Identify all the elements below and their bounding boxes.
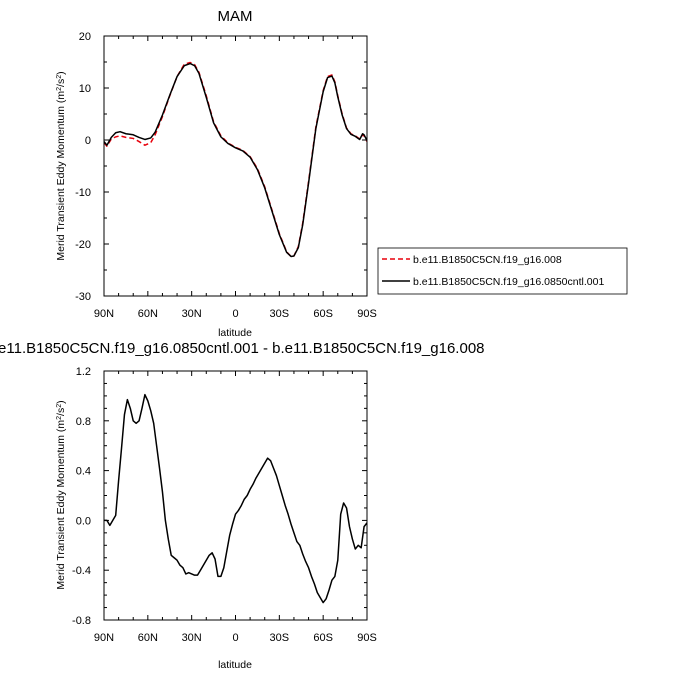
top-y-tick-label: 0 <box>85 135 91 147</box>
bottom-series-1-line <box>104 393 367 604</box>
bottom-y-axis-label: Merid Transient Eddy Momentum (m2/s2) <box>55 400 67 589</box>
top-series-1-line <box>104 61 367 258</box>
top-legend: b.e11.B1850C5CN.f19_g16.008 b.e11.B1850C… <box>377 247 628 295</box>
bottom-y-tick-label: -0.4 <box>72 565 91 577</box>
top-plot-frame <box>103 35 368 297</box>
bottom-plot-clip-group <box>104 393 367 604</box>
legend-box <box>377 247 628 295</box>
top-y-axis-label-main: Merid Transient Eddy Momentum (m <box>55 91 67 261</box>
top-x-tick-label: 30S <box>270 308 290 320</box>
top-plot-clip-group <box>104 61 367 258</box>
bottom-x-tick-label: 30N <box>182 632 202 644</box>
top-y-axis-label-end: ) <box>55 71 67 75</box>
bottom-x-axis: 90N 60N 30N 0 30S 60S 90S <box>94 371 377 644</box>
bottom-y-axis: -0.8 -0.4 0.0 0.4 0.8 1.2 <box>72 366 367 627</box>
bottom-y-tick-label: -0.8 <box>72 615 91 627</box>
top-series-layer <box>104 61 367 258</box>
top-y-axis-label: Merid Transient Eddy Momentum (m2/s2) <box>55 71 67 260</box>
bottom-panel: b.e11.B1850C5CN.f19_g16.0850cntl.001 - b… <box>0 340 484 671</box>
bottom-x-tick-label: 90S <box>357 632 377 644</box>
bottom-x-tick-label: 30S <box>270 632 290 644</box>
top-x-tick-label: 60S <box>313 308 333 320</box>
bottom-y-axis-label-sup2: 2 <box>56 404 63 408</box>
top-x-axis-label: latitude <box>218 327 252 339</box>
bottom-chart-title: b.e11.B1850C5CN.f19_g16.0850cntl.001 - b… <box>0 340 484 357</box>
bottom-series-layer <box>104 393 367 604</box>
top-y-tick-label: 20 <box>79 31 91 43</box>
top-chart-title: MAM <box>218 8 253 25</box>
bottom-y-axis-label-mid: /s <box>55 408 67 416</box>
top-x-tick-label: 90N <box>94 308 114 320</box>
top-x-tick-label: 0 <box>232 308 238 320</box>
top-y-tick-label: 10 <box>79 83 91 95</box>
top-x-tick-label: 90S <box>357 308 377 320</box>
bottom-y-tick-label: 1.2 <box>76 366 91 378</box>
top-y-axis-label-sup2: 2 <box>56 75 63 79</box>
top-y-tick-label: -10 <box>75 187 91 199</box>
bottom-y-tick-label: 0.0 <box>76 515 91 527</box>
top-x-tick-label: 60N <box>138 308 158 320</box>
top-y-axis-label-mid: /s <box>55 79 67 87</box>
top-y-axis: -30 -20 -10 0 10 20 <box>75 31 367 303</box>
top-y-axis-label-sup1: 2 <box>56 87 63 91</box>
bottom-x-tick-label: 60N <box>138 632 158 644</box>
bottom-y-axis-label-main: Merid Transient Eddy Momentum (m <box>55 420 67 590</box>
top-series-2-line <box>104 62 367 258</box>
bottom-y-axis-label-sup1: 2 <box>56 416 63 420</box>
top-x-tick-label: 30N <box>182 308 202 320</box>
legend-label-series-1: b.e11.B1850C5CN.f19_g16.008 <box>413 254 562 266</box>
top-x-axis: 90N 60N 30N 0 30S 60S 90S <box>94 36 377 320</box>
bottom-x-axis-label: latitude <box>218 659 252 671</box>
top-panel: MAM 90N 60N 30N 0 30S 60S 90S -30 -20 -10 0 10 20 l… <box>55 8 628 339</box>
legend-label-series-2: b.e11.B1850C5CN.f19_g16.0850cntl.001 <box>413 276 604 288</box>
bottom-y-tick-label: 0.4 <box>76 466 91 478</box>
bottom-x-tick-label: 60S <box>313 632 333 644</box>
top-y-tick-label: -20 <box>75 239 91 251</box>
bottom-y-tick-label: 0.8 <box>76 416 91 428</box>
bottom-x-tick-label: 0 <box>232 632 238 644</box>
top-y-tick-label: -30 <box>75 291 91 303</box>
bottom-y-axis-label-end: ) <box>55 400 67 404</box>
bottom-x-tick-label: 90N <box>94 632 114 644</box>
bottom-plot-frame <box>103 370 368 621</box>
